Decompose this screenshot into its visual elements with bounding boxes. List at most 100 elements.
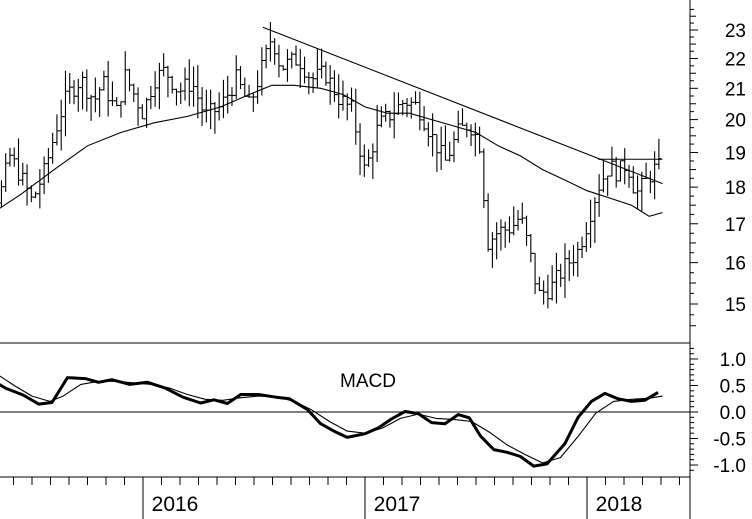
price-bar	[80, 71, 86, 110]
price-bar	[280, 65, 286, 71]
price-bar	[242, 77, 248, 97]
price-bar	[293, 45, 299, 66]
price-bar	[233, 55, 239, 99]
macd-y-axis: 1.0 0.5 0.0 -0.5 -1.0	[690, 347, 746, 477]
price-bar	[536, 276, 542, 292]
price-bar	[161, 53, 167, 77]
price-bar	[532, 252, 538, 295]
price-bar	[472, 122, 478, 157]
macd-tick-label: 0.0	[720, 403, 746, 424]
price-bar	[220, 79, 226, 119]
moving-average-line	[0, 84, 663, 217]
price-bar	[391, 92, 397, 139]
price-bar	[366, 149, 372, 167]
price-bar	[105, 60, 111, 117]
x-axis: 2016 2017 2018	[13, 477, 680, 519]
price-bar	[489, 232, 495, 268]
price-bar	[515, 210, 521, 231]
price-bar	[302, 56, 308, 84]
price-bar	[135, 87, 141, 126]
price-bar	[438, 126, 444, 170]
price-tick-label: 16	[725, 254, 746, 275]
price-bar	[289, 51, 295, 69]
price-bar	[75, 78, 81, 112]
price-bar	[139, 104, 145, 120]
price-bar	[502, 221, 508, 248]
price-bar	[20, 162, 26, 186]
price-bar	[460, 108, 466, 126]
price-bar	[404, 98, 410, 118]
price-bar	[101, 70, 107, 91]
moving-average	[0, 84, 663, 217]
price-tick-label: 22	[725, 49, 746, 70]
macd-series-2	[0, 375, 663, 464]
price-bar	[276, 44, 282, 78]
price-bar	[652, 151, 658, 200]
year-label: 2016	[152, 493, 199, 516]
price-bar	[203, 89, 209, 123]
price-bar	[92, 77, 98, 113]
price-bar	[114, 97, 120, 107]
price-bar	[71, 79, 77, 105]
price-bar	[528, 234, 534, 263]
price-bar	[173, 88, 179, 106]
price-bar	[566, 250, 572, 281]
price-bar	[361, 144, 367, 177]
price-bar	[442, 125, 448, 161]
price-bar	[182, 67, 188, 101]
price-bar	[374, 104, 380, 163]
price-bar	[267, 22, 273, 62]
price-bar	[16, 138, 22, 186]
price-bar	[588, 199, 594, 248]
price-bar	[506, 216, 512, 243]
price-bar	[165, 65, 171, 98]
price-bar	[571, 244, 577, 276]
price-bar	[519, 202, 525, 224]
price-bar	[37, 169, 43, 209]
macd-tick-label: -0.5	[713, 430, 746, 451]
price-bar	[272, 38, 278, 65]
price-bar	[447, 141, 453, 162]
price-bar	[579, 236, 585, 258]
panel-dividers	[0, 342, 690, 478]
price-bar	[323, 61, 329, 86]
price-bar	[613, 157, 619, 188]
price-bar	[186, 59, 192, 107]
price-bar	[191, 66, 197, 107]
price-bar	[494, 222, 500, 260]
price-bar	[67, 72, 73, 104]
price-bar	[109, 81, 115, 107]
price-bar	[331, 70, 337, 102]
price-bar	[336, 74, 342, 119]
price-bar	[549, 265, 555, 301]
price-bar	[413, 91, 419, 105]
price-bar	[97, 87, 103, 118]
price-bar	[3, 153, 9, 192]
macd-tick-label: 0.5	[720, 377, 746, 398]
price-bar	[319, 48, 325, 79]
price-bar	[255, 70, 261, 104]
price-bar	[477, 126, 483, 154]
price-bar	[327, 65, 333, 105]
price-bar	[511, 206, 517, 236]
macd-lines	[0, 375, 663, 468]
macd-tick-label: -1.0	[713, 456, 746, 477]
price-bar	[408, 97, 414, 119]
price-bar	[212, 101, 218, 134]
price-bar	[630, 166, 636, 194]
price-bar	[498, 219, 504, 251]
price-bar	[434, 134, 440, 172]
price-bar	[353, 88, 359, 145]
price-bar	[468, 124, 474, 147]
price-bar	[144, 97, 150, 128]
price-bar	[33, 191, 39, 199]
price-bar	[524, 215, 530, 246]
price-bar	[127, 68, 133, 92]
price-bar	[297, 48, 303, 88]
price-bar	[562, 243, 568, 298]
price-bar	[0, 180, 4, 207]
price-bar	[24, 164, 30, 206]
price-bar	[417, 91, 423, 131]
price-bar	[199, 87, 205, 126]
